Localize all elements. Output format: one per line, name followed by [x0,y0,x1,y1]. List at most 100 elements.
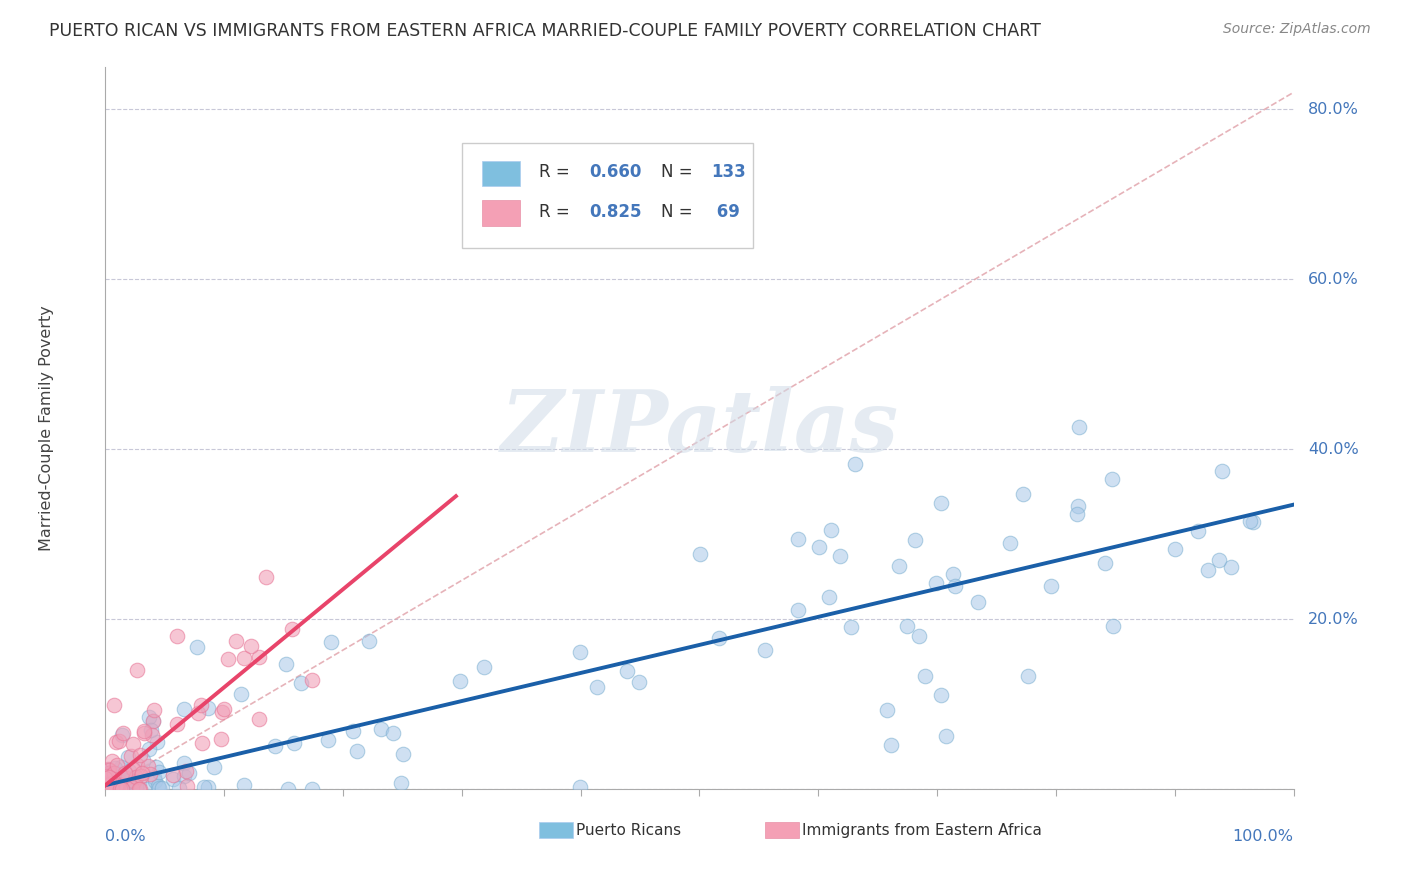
Point [1102,619,1125,633]
Point [94,766,117,780]
Point [128,782,150,797]
Point [247,712,270,726]
Point [143,770,166,784]
Point [101,777,124,791]
Point [125,770,148,784]
Point [370,723,392,737]
Point [103,780,125,794]
Point [118,774,141,789]
Point [176,779,198,793]
Point [101,780,124,795]
Text: 100.0%: 100.0% [1233,830,1294,844]
Point [112,773,135,788]
Point [96,763,118,777]
Point [110,782,132,797]
Point [94,779,117,793]
Point [148,764,170,779]
Point [98,767,121,781]
Point [114,769,136,783]
Point [290,675,312,690]
Point [359,634,381,648]
Point [108,775,131,789]
Point [787,532,810,546]
Point [94,771,117,785]
Text: N =: N = [661,162,693,181]
Point [342,723,364,738]
FancyBboxPatch shape [482,201,520,226]
Point [104,778,127,792]
Point [107,777,129,791]
Point [1067,420,1090,434]
Point [145,760,167,774]
Point [943,579,966,593]
Point [139,723,162,738]
Point [202,760,225,774]
Point [105,758,128,772]
Point [925,576,948,591]
Point [1012,486,1035,500]
Point [998,536,1021,550]
Point [173,702,195,716]
Point [166,716,188,731]
Text: Immigrants from Eastern Africa: Immigrants from Eastern Africa [801,823,1042,838]
Point [301,782,323,797]
Point [148,780,170,795]
Text: 80.0%: 80.0% [1308,102,1358,117]
Point [173,769,195,783]
Point [136,759,159,773]
Point [174,764,197,779]
Point [121,763,143,777]
Point [97,762,120,776]
Point [841,620,863,634]
Point [118,777,141,791]
Point [689,548,711,562]
Point [1211,464,1233,478]
Point [186,640,208,654]
Point [247,649,270,664]
Point [217,652,239,666]
Point [101,777,124,791]
Point [935,729,957,743]
Point [96,782,118,797]
Point [904,533,927,548]
Point [844,458,866,472]
Point [586,680,609,694]
Point [166,629,188,643]
Point [1017,669,1039,683]
Text: 0.0%: 0.0% [105,830,146,844]
Point [100,774,122,789]
Point [173,756,195,770]
Point [880,738,903,752]
Point [138,709,160,723]
Point [110,782,132,797]
Point [117,772,139,787]
Point [101,781,124,796]
Point [628,675,651,690]
Point [616,664,638,678]
Point [1197,563,1219,577]
Point [177,766,200,780]
Point [98,765,121,780]
Point [190,698,212,713]
Point [1187,524,1209,539]
Text: Married-Couple Family Poverty: Married-Couple Family Poverty [38,305,53,551]
Point [146,779,169,793]
Point [929,495,952,509]
Point [191,736,214,750]
Point [96,767,118,781]
Point [103,761,125,775]
Point [114,766,136,780]
Point [131,765,153,780]
Point [817,591,839,605]
Point [100,764,122,779]
Text: Puerto Ricans: Puerto Ricans [576,823,681,838]
Point [142,714,165,729]
Point [914,669,936,683]
Point [908,629,931,643]
Point [1066,507,1088,521]
Point [114,780,136,795]
Point [125,770,148,784]
Point [132,726,155,740]
Point [100,772,122,787]
Point [131,769,153,783]
